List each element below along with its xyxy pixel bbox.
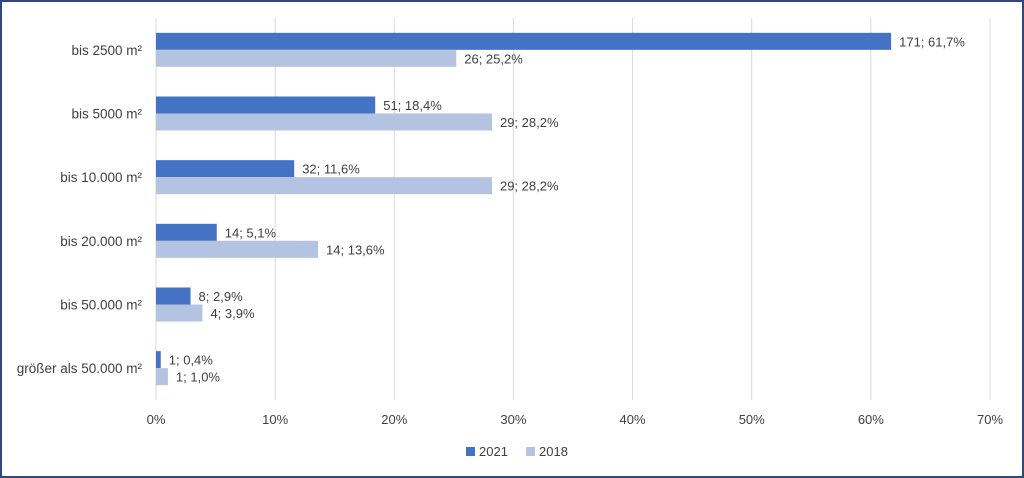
bar-2021 [156, 351, 161, 369]
data-label: 29; 28,2% [500, 179, 559, 194]
bar-2018 [156, 113, 492, 131]
bar-2021 [156, 223, 217, 241]
category-label: bis 20.000 m² [60, 234, 142, 249]
data-label: 26; 25,2% [464, 51, 523, 66]
bar-2021 [156, 32, 892, 50]
category-label: bis 10.000 m² [60, 170, 142, 185]
category-label: bis 2500 m² [71, 43, 142, 58]
data-label: 8; 2,9% [199, 289, 244, 304]
data-label: 32; 11,6% [302, 162, 360, 177]
legend-label: 2018 [539, 444, 568, 459]
bar-2018 [156, 304, 203, 322]
bar-2021 [156, 160, 295, 178]
x-tick-label: 70% [977, 412, 1003, 427]
data-label: 51; 18,4% [383, 98, 442, 113]
bar-2018 [156, 240, 319, 258]
x-tick-label: 60% [858, 412, 884, 427]
bar-2021 [156, 96, 376, 114]
bar-2018 [156, 177, 492, 195]
data-label: 1; 1,0% [176, 370, 221, 385]
category-label: bis 5000 m² [71, 107, 142, 122]
data-label: 14; 13,6% [326, 242, 385, 257]
x-tick-label: 10% [262, 412, 288, 427]
x-tick-label: 40% [620, 412, 646, 427]
data-label: 171; 61,7% [899, 34, 965, 49]
legend-label: 2021 [479, 444, 508, 459]
data-label: 29; 28,2% [500, 115, 559, 130]
bar-2018 [156, 49, 457, 67]
x-tick-label: 50% [739, 412, 765, 427]
data-label: 1; 0,4% [169, 353, 214, 368]
legend-swatch-2018 [526, 447, 535, 456]
legend-swatch-2021 [466, 447, 475, 456]
x-tick-label: 20% [381, 412, 407, 427]
data-label: 14; 5,1% [225, 225, 277, 240]
x-tick-label: 30% [500, 412, 526, 427]
category-label: größer als 50.000 m² [17, 361, 143, 376]
category-label: bis 50.000 m² [60, 298, 142, 313]
bar-2021 [156, 287, 191, 305]
bar-2018 [156, 368, 168, 386]
x-tick-label: 0% [147, 412, 166, 427]
data-label: 4; 3,9% [210, 306, 255, 321]
